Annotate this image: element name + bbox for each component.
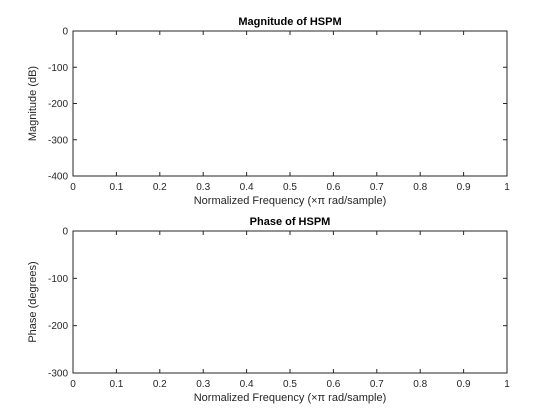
chart-title: Magnitude of HSPM [238, 16, 341, 28]
x-tick-label: 0.7 [370, 379, 384, 390]
x-tick-label: 0.1 [109, 182, 123, 193]
chart-2: 0 0.1 0.2 0.3 0.4 0.5 0.6 0.7 0.8 0.9 1 0 -100 -200 -3… [27, 216, 510, 404]
x-tick-label: 0.5 [283, 182, 297, 193]
x-tick-label: 0 [70, 379, 76, 390]
x-tick-label: 0 [70, 182, 76, 193]
x-axis-label: Normalized Frequency (×π rad/sample) [194, 392, 387, 404]
x-tick-label: 0.8 [413, 379, 427, 390]
y-tick-label: 0 [62, 227, 68, 238]
chart-title: Phase of HSPM [250, 216, 331, 228]
y-tick-label: -300 [48, 369, 68, 380]
y-tick-label: -100 [48, 63, 68, 74]
y-tick-label: -200 [48, 321, 68, 332]
x-tick-label: 0.2 [153, 182, 167, 193]
x-tick-label: 0.5 [283, 379, 297, 390]
y-tick-label: -300 [48, 135, 68, 146]
x-tick-label: 0.4 [240, 379, 254, 390]
y-tick-label: -200 [48, 99, 68, 110]
x-tick-label: 1 [504, 182, 510, 193]
x-tick-label: 0.6 [326, 182, 340, 193]
x-tick-label: 0.4 [240, 182, 254, 193]
y-tick-label: -100 [48, 274, 68, 285]
y-axis-label: Magnitude (dB) [27, 66, 39, 141]
x-tick-label: 1 [504, 379, 510, 390]
axes-frame [72, 30, 508, 177]
x-tick-label: 0.2 [153, 379, 167, 390]
x-tick-label: 0.1 [109, 379, 123, 390]
y-axis-label: Phase (degrees) [27, 261, 39, 342]
x-tick-label: 0.6 [326, 379, 340, 390]
x-tick-label: 0.9 [457, 182, 471, 193]
x-tick-label: 0.3 [196, 182, 210, 193]
y-tick-label: 0 [62, 27, 68, 38]
x-tick-label: 0.7 [370, 182, 384, 193]
chart-1: 0 0.1 0.2 0.3 0.4 0.5 0.6 0.7 0.8 0.9 1 0 -100 -200 -3… [27, 16, 510, 207]
x-tick-label: 0.9 [457, 379, 471, 390]
axes-frame [72, 230, 508, 374]
x-axis-label: Normalized Frequency (×π rad/sample) [194, 195, 387, 207]
x-tick-label: 0.3 [196, 379, 210, 390]
x-tick-label: 0.8 [413, 182, 427, 193]
y-tick-label: -400 [48, 172, 68, 183]
